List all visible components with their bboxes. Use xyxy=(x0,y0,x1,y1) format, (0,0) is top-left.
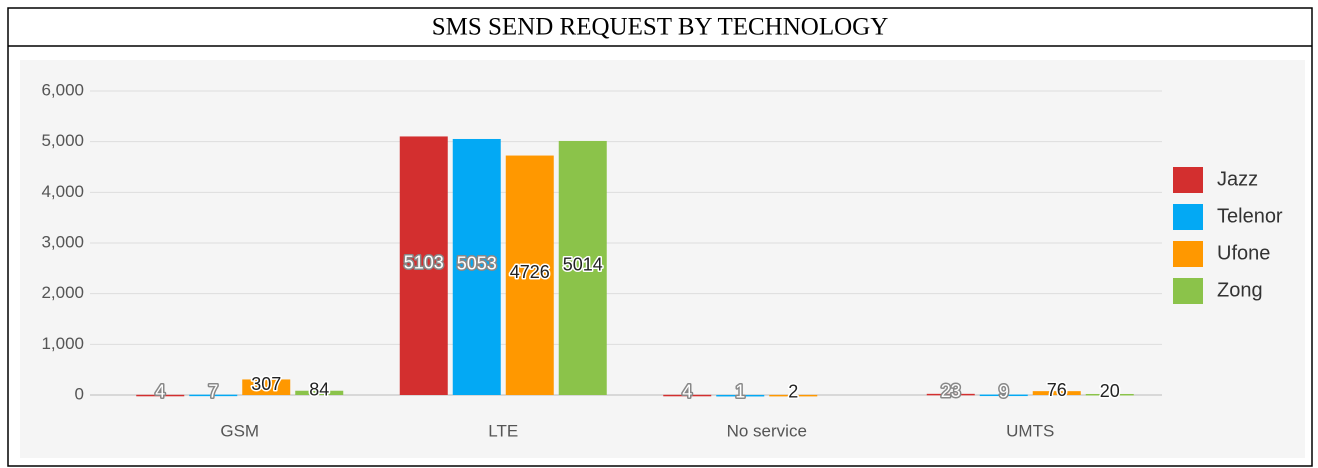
x-tick-label: No service xyxy=(727,421,807,440)
value-label: 9 xyxy=(999,382,1009,402)
bar xyxy=(558,140,607,395)
value-label: 4 xyxy=(682,382,692,402)
bar xyxy=(1032,391,1081,395)
value-label: 307 xyxy=(251,374,281,394)
x-tick-label: LTE xyxy=(488,421,518,440)
bar xyxy=(716,394,765,397)
bar xyxy=(1085,393,1134,396)
x-tick-label: UMTS xyxy=(1006,421,1054,440)
legend-swatch xyxy=(1173,167,1203,193)
bar xyxy=(189,394,238,397)
y-tick-label: 1,000 xyxy=(41,334,84,353)
value-label: 23 xyxy=(941,381,961,401)
plot-background xyxy=(20,60,1305,458)
value-label: 1 xyxy=(735,382,745,402)
y-tick-label: 5,000 xyxy=(41,131,84,150)
bar xyxy=(663,394,712,397)
y-tick-label: 3,000 xyxy=(41,232,84,251)
bar xyxy=(979,394,1028,397)
legend-swatch xyxy=(1173,241,1203,267)
y-tick-label: 4,000 xyxy=(41,182,84,201)
value-label: 5103 xyxy=(404,252,444,272)
bar xyxy=(926,393,975,396)
bar xyxy=(136,394,185,397)
value-label: 4 xyxy=(155,382,165,402)
value-label: 84 xyxy=(309,380,329,400)
bar xyxy=(242,379,291,395)
x-tick-label: GSM xyxy=(220,421,259,440)
legend-label: Ufone xyxy=(1217,242,1270,264)
chart-title: SMS SEND REQUEST BY TECHNOLOGY xyxy=(432,14,889,41)
value-label: 7 xyxy=(208,382,218,402)
bar xyxy=(399,136,448,395)
y-tick-label: 0 xyxy=(75,384,84,403)
legend-label: Zong xyxy=(1217,279,1263,301)
y-tick-label: 6,000 xyxy=(41,80,84,99)
bar xyxy=(295,390,344,395)
legend-label: Telenor xyxy=(1217,205,1283,227)
value-label: 5014 xyxy=(563,255,603,275)
value-label: 2 xyxy=(788,382,798,402)
legend-swatch xyxy=(1173,278,1203,304)
bar xyxy=(452,138,501,396)
value-label: 76 xyxy=(1047,380,1067,400)
legend-swatch xyxy=(1173,204,1203,230)
legend-label: Jazz xyxy=(1217,168,1258,190)
value-label: 4726 xyxy=(510,262,550,282)
bar xyxy=(769,394,818,397)
y-tick-label: 2,000 xyxy=(41,283,84,302)
value-label: 20 xyxy=(1100,381,1120,401)
value-label: 5053 xyxy=(457,254,497,274)
bar xyxy=(505,155,554,395)
